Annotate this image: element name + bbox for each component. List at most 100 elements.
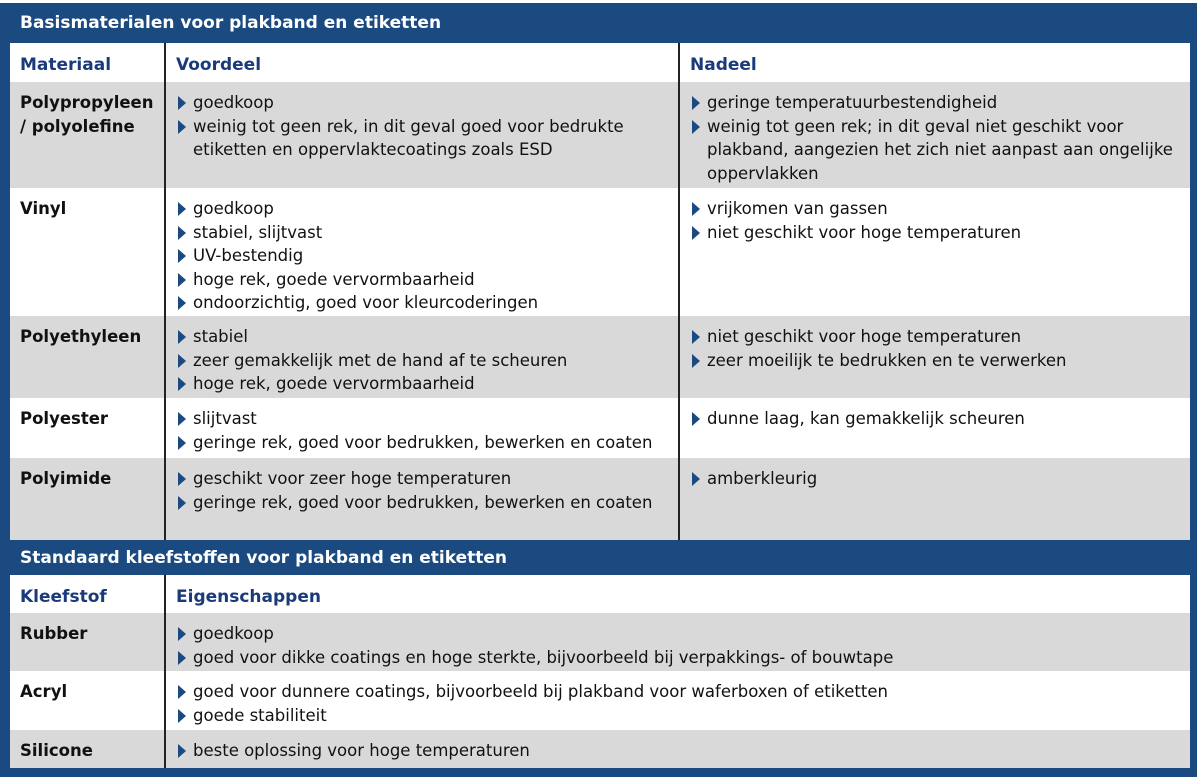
triangle-right-icon bbox=[178, 249, 186, 263]
bullet-item: slijtvast bbox=[176, 407, 668, 431]
bullet-item: weinig tot geen rek; in dit geval niet g… bbox=[690, 115, 1180, 186]
triangle-right-icon bbox=[178, 377, 186, 391]
nadeel-cell: dunne laag, kan gemakkelijk scheuren bbox=[680, 398, 1190, 458]
bullet-text: goedkoop bbox=[193, 624, 274, 643]
nadeel-cell: vrijkomen van gassen niet geschikt voor h… bbox=[680, 188, 1190, 316]
bullet-text: goed voor dikke coatings en hoge sterkte… bbox=[193, 647, 894, 667]
table-row: Polyethyleen stabiel zeer gemakkelijk met … bbox=[10, 316, 1190, 398]
material-name: Polyester bbox=[20, 409, 109, 428]
bullet-list: goed voor dunnere coatings, bijvoorbeeld… bbox=[176, 680, 1180, 727]
triangle-right-icon bbox=[178, 225, 186, 240]
triangle-right-icon bbox=[692, 353, 700, 368]
triangle-right-icon bbox=[178, 296, 186, 310]
table-row: Silicone beste oplossing voor hoge temper… bbox=[10, 730, 1190, 768]
voordeel-cell: goedkoop weinig tot geen rek, in dit geva… bbox=[166, 82, 678, 188]
bullet-text: UV-bestendig bbox=[193, 246, 304, 265]
triangle-right-icon bbox=[178, 272, 186, 287]
bullet-text: slijtvast bbox=[193, 409, 257, 428]
bullet-text: goedkoop bbox=[193, 199, 274, 218]
header-eigenschappen: Eigenschappen bbox=[176, 587, 321, 607]
bullet-list: slijtvast geringe rek, goed voor bedrukke… bbox=[176, 407, 668, 454]
bullet-item: zeer moeilijk te bedrukken en te verwerk… bbox=[690, 349, 1180, 373]
nadeel-cell: niet geschikt voor hoge temperaturen zeer… bbox=[680, 316, 1190, 398]
material-name: Vinyl bbox=[20, 199, 67, 218]
eigenschappen-cell: goed voor dunnere coatings, bijvoorbeeld… bbox=[166, 671, 1190, 730]
bullet-item: geringe temperatuurbestendigheid bbox=[690, 91, 1180, 115]
bullet-item: vrijkomen van gassen bbox=[690, 197, 1180, 221]
bullet-text: goede stabiliteit bbox=[193, 705, 327, 725]
nadeel-cell: geringe temperatuurbestendigheid weinig t… bbox=[680, 82, 1190, 188]
triangle-right-icon bbox=[178, 202, 186, 216]
bullet-item: goedkoop bbox=[176, 197, 668, 221]
bullet-item: ondoorzichtig, goed voor kleurcoderingen bbox=[176, 291, 668, 315]
triangle-right-icon bbox=[692, 119, 700, 134]
bullet-text: niet geschikt voor hoge temperaturen bbox=[707, 222, 1022, 242]
materials-table: Materiaal Voordeel Nadeel Polypropyleen … bbox=[10, 43, 1190, 540]
bullet-text: goed voor dunnere coatings, bijvoorbeeld… bbox=[193, 682, 888, 701]
bullet-text: dunne laag, kan gemakkelijk scheuren bbox=[707, 409, 1025, 428]
table-row: Polyimide geschikt voor zeer hoge tempera… bbox=[10, 458, 1190, 540]
bullet-list: dunne laag, kan gemakkelijk scheuren bbox=[690, 407, 1180, 431]
column-divider bbox=[164, 43, 166, 540]
bullet-item: niet geschikt voor hoge temperaturen bbox=[690, 325, 1180, 349]
table-row: Acryl goed voor dunnere coatings, bijvoor… bbox=[10, 671, 1190, 730]
adhesive-name: Acryl bbox=[20, 682, 68, 701]
bullet-text: hoge rek, goede vervormbaarheid bbox=[193, 374, 475, 393]
bullet-item: weinig tot geen rek, in dit geval goed v… bbox=[176, 115, 668, 162]
triangle-right-icon bbox=[178, 412, 186, 426]
header-kleefstof: Kleefstof bbox=[20, 587, 107, 607]
bullet-item: hoge rek, goede vervormbaarheid bbox=[176, 372, 668, 396]
triangle-right-icon bbox=[178, 495, 186, 510]
table1-header-row: Materiaal Voordeel Nadeel bbox=[10, 43, 1190, 82]
adhesive-name: Silicone bbox=[20, 741, 93, 760]
bullet-item: goedkoop bbox=[176, 622, 1180, 646]
table1-title: Basismaterialen voor plakband en etikett… bbox=[20, 13, 442, 33]
table-row: Vinyl goedkoop stabiel, slijtvast UV-besten… bbox=[10, 188, 1190, 316]
bullet-list: vrijkomen van gassen niet geschikt voor h… bbox=[690, 197, 1180, 244]
voordeel-cell: geschikt voor zeer hoge temperaturen geri… bbox=[166, 458, 678, 540]
material-name: Polyethyleen bbox=[20, 327, 142, 346]
bullet-text: ondoorzichtig, goed voor kleurcoderingen bbox=[193, 293, 539, 312]
triangle-right-icon bbox=[692, 412, 700, 426]
eigenschappen-cell: goedkoop goed voor dikke coatings en hoge… bbox=[166, 613, 1190, 671]
bullet-list: niet geschikt voor hoge temperaturen zeer… bbox=[690, 325, 1180, 372]
bullet-text: amberkleurig bbox=[707, 469, 818, 488]
bullet-item: hoge rek, goede vervormbaarheid bbox=[176, 268, 668, 292]
bullet-item: niet geschikt voor hoge temperaturen bbox=[690, 221, 1180, 245]
bullet-text: weinig tot geen rek; in dit geval niet g… bbox=[707, 116, 1173, 183]
adhesive-name: Rubber bbox=[20, 624, 88, 643]
table2-title: Standaard kleefstoffen voor plakband en … bbox=[20, 548, 508, 568]
header-materiaal: Materiaal bbox=[20, 55, 112, 75]
triangle-right-icon bbox=[178, 353, 186, 368]
triangle-right-icon bbox=[178, 744, 186, 758]
bullet-text: geringe temperatuurbestendigheid bbox=[707, 93, 998, 112]
triangle-right-icon bbox=[178, 435, 186, 450]
bullet-text: niet geschikt voor hoge temperaturen bbox=[707, 327, 1022, 346]
bullet-text: weinig tot geen rek, in dit geval goed v… bbox=[193, 116, 624, 160]
voordeel-cell: stabiel zeer gemakkelijk met de hand af t… bbox=[166, 316, 678, 398]
bullet-item: dunne laag, kan gemakkelijk scheuren bbox=[690, 407, 1180, 431]
bullet-list: geschikt voor zeer hoge temperaturen geri… bbox=[176, 467, 668, 514]
voordeel-cell: goedkoop stabiel, slijtvast UV-bestendig ho… bbox=[166, 188, 678, 316]
eigenschappen-cell: beste oplossing voor hoge temperaturen bbox=[166, 730, 1190, 768]
bullet-item: goed voor dunnere coatings, bijvoorbeeld… bbox=[176, 680, 1180, 704]
bullet-item: goed voor dikke coatings en hoge sterkte… bbox=[176, 646, 1180, 670]
bullet-text: hoge rek, goede vervormbaarheid bbox=[193, 269, 475, 289]
triangle-right-icon bbox=[692, 96, 700, 110]
bullet-text: geringe rek, goed voor bedrukken, bewerk… bbox=[193, 432, 653, 452]
voordeel-cell: slijtvast geringe rek, goed voor bedrukke… bbox=[166, 398, 678, 458]
triangle-right-icon bbox=[692, 330, 700, 344]
table-row: Rubber goedkoop goed voor dikke coatings e… bbox=[10, 613, 1190, 671]
table-row: Polyester slijtvast geringe rek, goed voor… bbox=[10, 398, 1190, 458]
bullet-text: stabiel, slijtvast bbox=[193, 222, 323, 242]
material-name: Polypropyleen / polyolefine bbox=[20, 93, 154, 136]
bullet-text: zeer gemakkelijk met de hand af te scheu… bbox=[193, 350, 568, 370]
bullet-item: zeer gemakkelijk met de hand af te scheu… bbox=[176, 349, 668, 373]
triangle-right-icon bbox=[178, 708, 186, 723]
bullet-list: goedkoop weinig tot geen rek, in dit geva… bbox=[176, 91, 668, 162]
adhesives-table: Kleefstof Eigenschappen Rubber goedkoop go… bbox=[10, 575, 1190, 768]
triangle-right-icon bbox=[178, 627, 186, 641]
bullet-item: geringe rek, goed voor bedrukken, bewerk… bbox=[176, 491, 668, 515]
triangle-right-icon bbox=[692, 202, 700, 216]
bullet-item: goedkoop bbox=[176, 91, 668, 115]
